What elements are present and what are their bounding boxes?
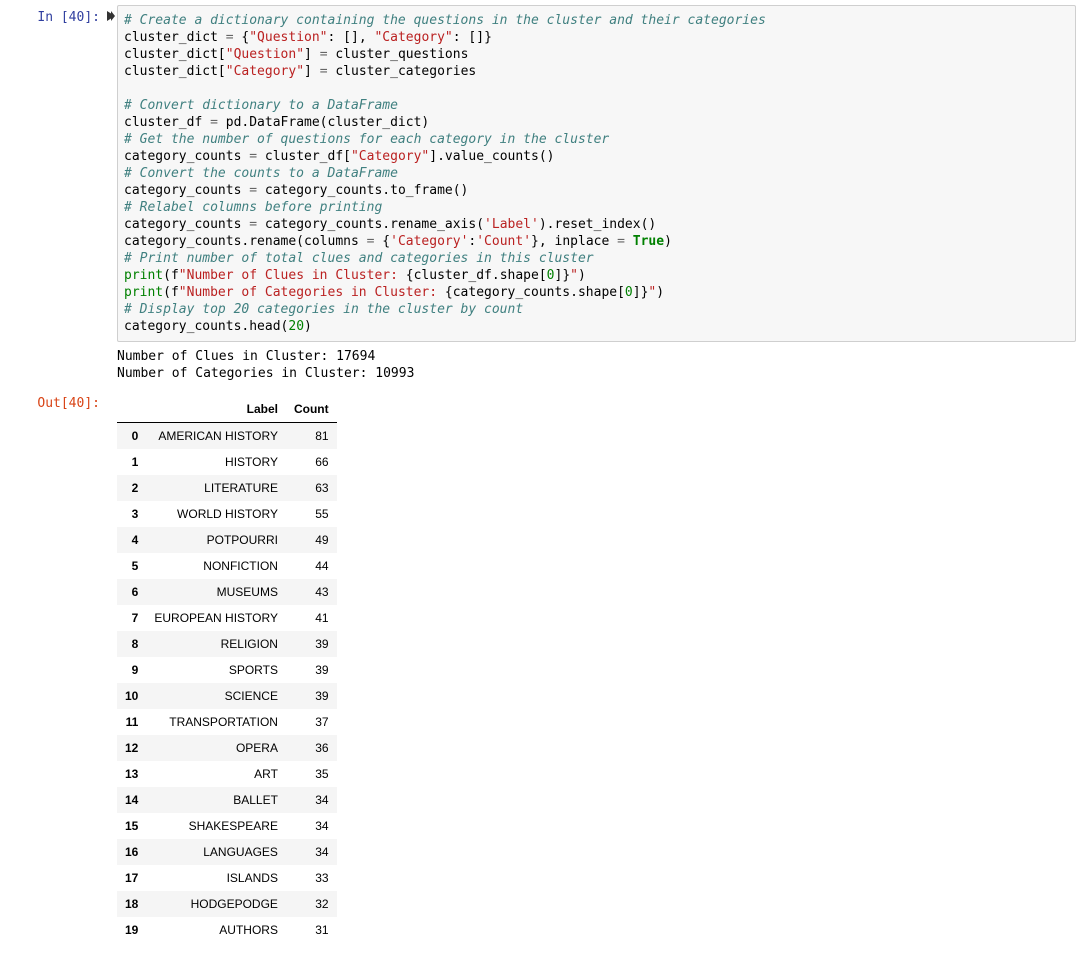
row-index: 12 xyxy=(117,735,146,761)
code-content: # Create a dictionary containing the que… xyxy=(117,5,1076,384)
cell-label: SHAKESPEARE xyxy=(146,813,286,839)
cell-label: RELIGION xyxy=(146,631,286,657)
table-row: 10SCIENCE39 xyxy=(117,683,337,709)
cell-count: 32 xyxy=(286,891,337,917)
table-row: 9SPORTS39 xyxy=(117,657,337,683)
row-index: 10 xyxy=(117,683,146,709)
table-row: 0AMERICAN HISTORY81 xyxy=(117,423,337,450)
dataframe-table: Label Count 0AMERICAN HISTORY811HISTORY6… xyxy=(117,396,337,943)
cell-count: 63 xyxy=(286,475,337,501)
cell-label: HISTORY xyxy=(146,449,286,475)
stdout-line: Number of Clues in Cluster: 17694 xyxy=(117,349,375,364)
row-index: 2 xyxy=(117,475,146,501)
cell-count: 39 xyxy=(286,683,337,709)
cell-label: LITERATURE xyxy=(146,475,286,501)
cell-label: AMERICAN HISTORY xyxy=(146,423,286,450)
cell-label: MUSEUMS xyxy=(146,579,286,605)
row-index: 0 xyxy=(117,423,146,450)
row-index: 3 xyxy=(117,501,146,527)
row-index: 17 xyxy=(117,865,146,891)
table-row: 4POTPOURRI49 xyxy=(117,527,337,553)
row-index: 5 xyxy=(117,553,146,579)
cell-count: 49 xyxy=(286,527,337,553)
code-cell: In [40]: # Create a dictionary containin… xyxy=(0,0,1081,389)
cell-label: ISLANDS xyxy=(146,865,286,891)
cell-label: POTPOURRI xyxy=(146,527,286,553)
cell-label: LANGUAGES xyxy=(146,839,286,865)
table-row: 17ISLANDS33 xyxy=(117,865,337,891)
table-row: 3WORLD HISTORY55 xyxy=(117,501,337,527)
row-index: 4 xyxy=(117,527,146,553)
table-row: 19AUTHORS31 xyxy=(117,917,337,943)
dataframe-header-row: Label Count xyxy=(117,396,337,423)
table-row: 18HODGEPODGE32 xyxy=(117,891,337,917)
cell-count: 39 xyxy=(286,657,337,683)
row-index: 16 xyxy=(117,839,146,865)
cell-count: 55 xyxy=(286,501,337,527)
cell-count: 81 xyxy=(286,423,337,450)
input-prompt-area: In [40]: xyxy=(0,5,105,384)
cell-label: HODGEPODGE xyxy=(146,891,286,917)
cell-count: 35 xyxy=(286,761,337,787)
cell-count: 34 xyxy=(286,787,337,813)
row-index: 14 xyxy=(117,787,146,813)
dataframe-col-header: Count xyxy=(286,396,337,423)
code-editor[interactable]: # Create a dictionary containing the que… xyxy=(117,5,1076,342)
table-row: 1HISTORY66 xyxy=(117,449,337,475)
output-prompt-area: Out[40]: xyxy=(0,394,105,943)
cell-label: OPERA xyxy=(146,735,286,761)
output-spacer xyxy=(105,394,117,943)
cell-label: BALLET xyxy=(146,787,286,813)
output-cell: Out[40]: Label Count 0AMERICAN HISTORY81… xyxy=(0,389,1081,948)
table-row: 15SHAKESPEARE34 xyxy=(117,813,337,839)
table-row: 16LANGUAGES34 xyxy=(117,839,337,865)
cell-count: 66 xyxy=(286,449,337,475)
cell-label: SCIENCE xyxy=(146,683,286,709)
table-row: 14BALLET34 xyxy=(117,787,337,813)
cell-count: 31 xyxy=(286,917,337,943)
cell-count: 36 xyxy=(286,735,337,761)
cell-label: SPORTS xyxy=(146,657,286,683)
cell-count: 44 xyxy=(286,553,337,579)
cell-label: ART xyxy=(146,761,286,787)
table-row: 2LITERATURE63 xyxy=(117,475,337,501)
dataframe-index-header xyxy=(117,396,146,423)
row-index: 7 xyxy=(117,605,146,631)
cell-label: TRANSPORTATION xyxy=(146,709,286,735)
table-row: 7EUROPEAN HISTORY41 xyxy=(117,605,337,631)
table-row: 6MUSEUMS43 xyxy=(117,579,337,605)
output-content: Label Count 0AMERICAN HISTORY811HISTORY6… xyxy=(117,394,1076,943)
row-index: 9 xyxy=(117,657,146,683)
cell-label: AUTHORS xyxy=(146,917,286,943)
table-row: 8RELIGION39 xyxy=(117,631,337,657)
stdout-output: Number of Clues in Cluster: 17694 Number… xyxy=(117,342,1076,384)
table-row: 11TRANSPORTATION37 xyxy=(117,709,337,735)
table-row: 5NONFICTION44 xyxy=(117,553,337,579)
row-index: 6 xyxy=(117,579,146,605)
cell-label: NONFICTION xyxy=(146,553,286,579)
cell-label: WORLD HISTORY xyxy=(146,501,286,527)
output-prompt: Out[40]: xyxy=(37,396,100,411)
row-index: 13 xyxy=(117,761,146,787)
table-row: 12OPERA36 xyxy=(117,735,337,761)
cell-count: 39 xyxy=(286,631,337,657)
row-index: 11 xyxy=(117,709,146,735)
row-index: 19 xyxy=(117,917,146,943)
input-prompt: In [40]: xyxy=(37,10,100,25)
cell-count: 41 xyxy=(286,605,337,631)
cell-count: 33 xyxy=(286,865,337,891)
row-index: 1 xyxy=(117,449,146,475)
table-row: 13ART35 xyxy=(117,761,337,787)
cell-label: EUROPEAN HISTORY xyxy=(146,605,286,631)
cell-count: 37 xyxy=(286,709,337,735)
run-cell-button[interactable] xyxy=(105,5,117,384)
row-index: 15 xyxy=(117,813,146,839)
cell-count: 34 xyxy=(286,839,337,865)
row-index: 8 xyxy=(117,631,146,657)
cell-count: 34 xyxy=(286,813,337,839)
row-index: 18 xyxy=(117,891,146,917)
stdout-line: Number of Categories in Cluster: 10993 xyxy=(117,366,414,381)
cell-count: 43 xyxy=(286,579,337,605)
dataframe-col-header: Label xyxy=(146,396,286,423)
